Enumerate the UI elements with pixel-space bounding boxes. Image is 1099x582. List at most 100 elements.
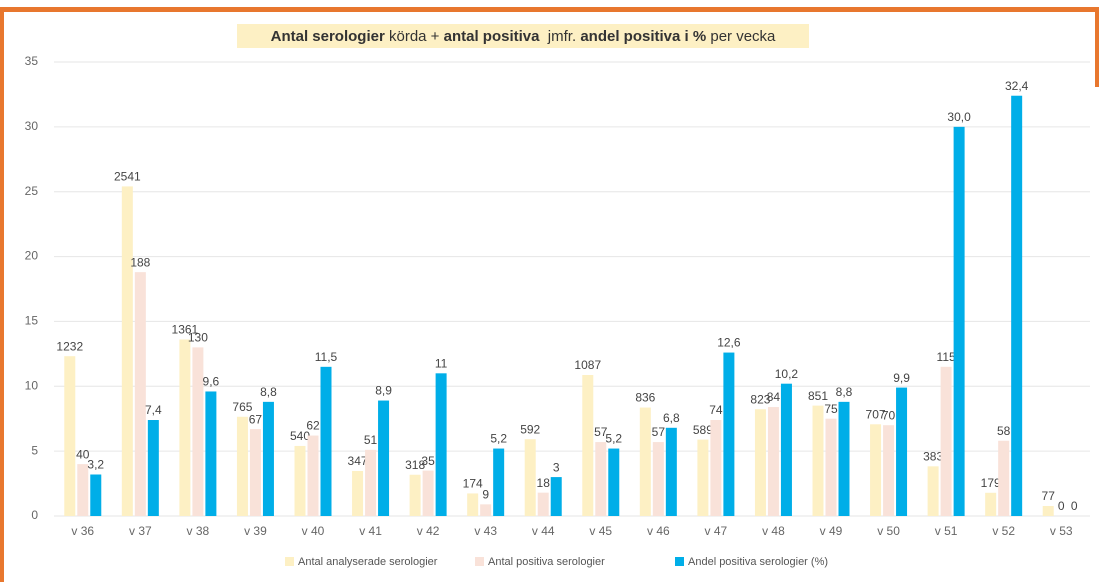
bar [134, 272, 146, 516]
bar [262, 401, 274, 516]
bar [378, 400, 390, 516]
value-label: 8,8 [260, 385, 277, 399]
bar [723, 352, 735, 516]
value-label: 62 [306, 419, 320, 433]
bar [608, 448, 620, 516]
value-label: 179 [981, 476, 1001, 490]
bar [294, 445, 306, 516]
value-label: 0 [1058, 499, 1065, 513]
x-tick-label: v 52 [992, 524, 1015, 538]
bar [870, 424, 882, 516]
x-tick-label: v 47 [705, 524, 728, 538]
value-label: 1087 [574, 358, 601, 372]
bar [307, 435, 319, 516]
value-label: 51 [364, 433, 378, 447]
bar [825, 418, 837, 516]
value-label: 10,2 [775, 367, 799, 381]
value-label: 35 [421, 454, 435, 468]
bar [121, 186, 133, 516]
value-label: 3 [553, 460, 560, 474]
x-tick-label: v 41 [359, 524, 382, 538]
bar [90, 474, 102, 516]
bar [236, 416, 248, 516]
value-label: 383 [923, 449, 943, 463]
bar [409, 474, 421, 516]
value-label: 12,6 [717, 336, 741, 350]
frame-left [0, 7, 4, 582]
bar [1011, 95, 1023, 517]
bar [537, 492, 549, 516]
value-label: 0 [1071, 499, 1078, 513]
bar [435, 373, 447, 516]
legend-label: Antal positiva serologier [488, 556, 605, 568]
bar [550, 477, 562, 516]
x-tick-label: v 45 [589, 524, 612, 538]
bar [595, 442, 607, 516]
value-label: 75 [824, 402, 838, 416]
bar [192, 347, 204, 516]
value-label: 8,9 [375, 384, 392, 398]
bar [493, 448, 505, 516]
y-tick-label: 20 [25, 249, 39, 263]
value-label: 11,5 [315, 350, 338, 364]
value-label: 58 [997, 424, 1011, 438]
y-tick-label: 0 [31, 508, 38, 522]
x-tick-label: v 43 [474, 524, 497, 538]
value-label: 115 [937, 350, 956, 364]
bar [697, 439, 709, 516]
bar [927, 466, 939, 516]
x-tick-label: v 48 [762, 524, 785, 538]
value-label: 589 [693, 423, 713, 437]
bar [249, 429, 261, 516]
y-tick-label: 15 [25, 314, 39, 328]
value-label: 823 [750, 392, 770, 406]
value-label: 11 [435, 356, 448, 370]
frame-right [1095, 7, 1099, 87]
value-label: 1232 [56, 339, 83, 353]
value-label: 2541 [114, 170, 141, 184]
title-segment: per vecka [706, 28, 776, 45]
bar [953, 126, 965, 516]
value-label: 57 [652, 425, 666, 439]
value-label: 77 [1042, 489, 1056, 503]
x-tick-label: v 46 [647, 524, 670, 538]
chart-title: Antal serologier körda + antal positiva … [271, 28, 776, 45]
title-box [237, 24, 809, 48]
value-label: 174 [463, 477, 483, 491]
value-label: 7,4 [145, 403, 162, 417]
value-label: 592 [520, 422, 540, 436]
bar [883, 425, 895, 516]
x-tick-label: v 37 [129, 524, 152, 538]
value-label: 40 [76, 447, 90, 461]
x-tick-label: v 50 [877, 524, 900, 538]
bar [467, 493, 479, 516]
bar [524, 439, 536, 516]
bar [1042, 506, 1054, 516]
y-tick-label: 10 [25, 378, 39, 392]
x-tick-label: v 49 [820, 524, 843, 538]
value-label: 9,6 [203, 375, 220, 389]
value-label: 765 [232, 400, 252, 414]
x-tick-label: v 42 [417, 524, 440, 538]
value-label: 836 [635, 391, 655, 405]
bar [710, 420, 722, 516]
y-tick-label: 25 [25, 184, 39, 198]
legend-swatch [475, 557, 484, 566]
x-tick-label: v 39 [244, 524, 267, 538]
bar [147, 420, 159, 516]
title-segment: jmfr. [539, 28, 580, 45]
value-label: 8,8 [836, 385, 853, 399]
title-segment: körda + [385, 28, 444, 45]
bar [582, 375, 594, 516]
value-label: 9 [482, 487, 489, 501]
y-tick-label: 5 [31, 443, 38, 457]
title-segment: andel positiva i % [580, 28, 706, 45]
frame-top [0, 7, 1099, 12]
bar [812, 405, 824, 516]
value-label: 130 [188, 331, 208, 345]
bar [179, 339, 191, 516]
value-label: 5,2 [605, 432, 622, 446]
bar [365, 449, 377, 516]
value-label: 84 [767, 390, 781, 404]
title-segment: antal positiva [444, 28, 541, 45]
